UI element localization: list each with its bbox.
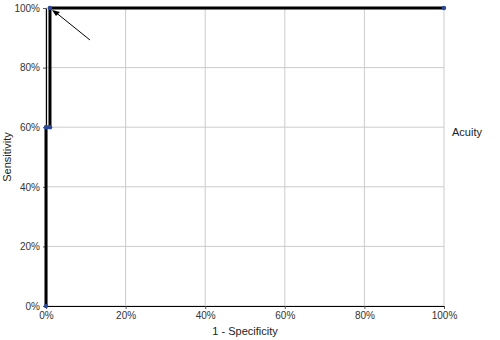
tick-mark — [43, 68, 46, 69]
grid-line-y — [46, 246, 444, 247]
grid-line-x — [125, 8, 126, 306]
y-axis: 0% 20% 40% 60% 80% 100% — [14, 3, 46, 312]
tick-label: 60% — [275, 310, 295, 321]
legend-label: Acuity — [452, 126, 482, 138]
point-marker — [48, 6, 52, 10]
tick-mark — [43, 8, 46, 9]
tick: 100% — [432, 306, 458, 321]
grid-line-x — [205, 8, 206, 306]
point-marker — [442, 6, 446, 10]
tick-label: 0% — [39, 310, 54, 321]
tick: 80% — [355, 306, 375, 321]
grid-line-x — [284, 8, 285, 306]
tick: 100% — [14, 3, 46, 14]
grid — [46, 8, 444, 306]
tick-label: 40% — [196, 310, 216, 321]
tick-mark — [126, 306, 127, 309]
grid-line-y — [46, 186, 444, 187]
tick: 20% — [116, 306, 136, 321]
tick-mark — [205, 306, 206, 309]
tick-mark — [444, 306, 445, 309]
arrow — [52, 10, 90, 40]
arrow-head — [52, 10, 60, 16]
point-marker — [44, 125, 48, 129]
axis-line — [47, 306, 445, 307]
x-axis: 0% 20% 40% 60% 80% 100% — [39, 306, 457, 321]
roc-line — [46, 8, 444, 306]
marks — [44, 6, 446, 308]
tick: 0% — [39, 306, 54, 321]
plot: 0% 20% 40% 60% 80% 100% 0% 20% 40% 60% 80% 100% — [14, 3, 457, 321]
tick: 80% — [20, 62, 46, 73]
point-marker — [44, 304, 48, 308]
point-marker — [48, 125, 52, 129]
tick-label: 80% — [355, 310, 375, 321]
tick-label: 100% — [432, 310, 458, 321]
grid-line-x — [444, 8, 445, 306]
grid-line-y — [46, 306, 444, 307]
tick: 0% — [26, 301, 46, 312]
tick-label: 20% — [20, 241, 40, 252]
tick: 60% — [275, 306, 295, 321]
grid-line-y — [46, 127, 444, 128]
grid-line-y — [46, 67, 444, 68]
arrow-shaft — [54, 11, 90, 40]
tick-label: 60% — [20, 122, 40, 133]
tick-label: 80% — [20, 62, 40, 73]
tick: 20% — [20, 241, 46, 252]
y-axis-title: Sensitivity — [1, 132, 13, 182]
tick-mark — [364, 306, 365, 309]
tick-label: 0% — [26, 301, 41, 312]
tick-label: 100% — [14, 3, 40, 14]
tick: 60% — [20, 122, 46, 133]
grid-line-x — [364, 8, 365, 306]
tick-label: 40% — [20, 182, 40, 193]
tick: 40% — [196, 306, 216, 321]
chart: 0% 20% 40% 60% 80% 100% 0% 20% 40% 60% 80% 100% 1 - … — [0, 0, 500, 340]
x-axis-title: 1 - Specificity — [212, 325, 278, 337]
tick-mark — [285, 306, 286, 309]
tick-label: 20% — [116, 310, 136, 321]
tick: 40% — [20, 182, 46, 193]
